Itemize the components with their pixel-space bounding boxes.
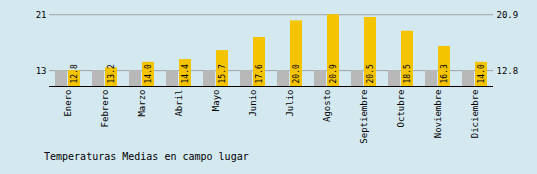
- svg-text:Noviembre: Noviembre: [433, 90, 443, 139]
- svg-text:Enero: Enero: [63, 90, 73, 117]
- svg-text:14.0: 14.0: [144, 64, 153, 83]
- svg-text:Mayo: Mayo: [211, 90, 221, 112]
- svg-text:14.0: 14.0: [477, 64, 486, 83]
- svg-text:20.9: 20.9: [329, 64, 338, 83]
- svg-text:Julio: Julio: [285, 90, 295, 117]
- svg-text:14.4: 14.4: [181, 64, 190, 83]
- svg-text:16.3: 16.3: [440, 64, 449, 83]
- svg-text:15.7: 15.7: [218, 64, 227, 83]
- svg-text:Abril: Abril: [174, 90, 184, 117]
- svg-text:17.6: 17.6: [255, 64, 264, 83]
- svg-text:18.5: 18.5: [403, 64, 412, 83]
- svg-text:20.5: 20.5: [366, 64, 375, 83]
- svg-text:Diciembre: Diciembre: [470, 90, 480, 139]
- svg-text:Febrero: Febrero: [100, 90, 110, 128]
- svg-text:Junio: Junio: [248, 90, 258, 117]
- svg-text:20.9: 20.9: [497, 10, 519, 20]
- svg-text:13.2: 13.2: [107, 64, 116, 83]
- svg-text:Marzo: Marzo: [137, 90, 147, 117]
- svg-text:Septiembre: Septiembre: [359, 90, 369, 144]
- svg-text:Octubre: Octubre: [396, 90, 406, 128]
- svg-text:13: 13: [36, 66, 47, 76]
- svg-text:20.0: 20.0: [292, 64, 301, 83]
- svg-text:12.8: 12.8: [497, 66, 519, 76]
- svg-text:21: 21: [36, 10, 47, 20]
- svg-text:Agosto: Agosto: [322, 90, 332, 123]
- svg-text:12.8: 12.8: [70, 64, 79, 83]
- html-text:Temperaturas Medias en campo l: Temperaturas Medias en campo lugar: [44, 151, 249, 162]
